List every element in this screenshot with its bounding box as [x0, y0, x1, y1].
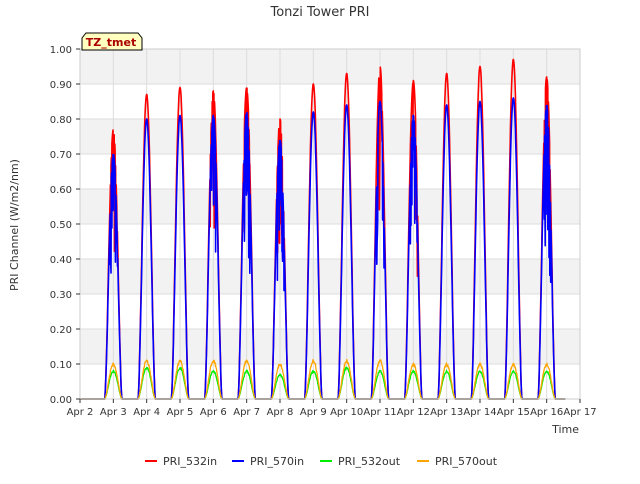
- y-tick-label: 0.00: [50, 395, 72, 406]
- background-band: [80, 49, 580, 84]
- annotation-tag-label: TZ_tmet: [86, 36, 136, 49]
- plot-background-bands: [80, 49, 580, 364]
- x-tick-label: Apr 14: [463, 407, 496, 418]
- x-tick-label: Apr 17: [563, 407, 596, 418]
- x-tick-label: Apr 12: [397, 407, 430, 418]
- legend: PRI_532in PRI_570in PRI_532out PRI_570out: [145, 455, 498, 468]
- y-tick-label: 0.10: [50, 360, 72, 371]
- y-tick-label: 0.70: [50, 150, 72, 161]
- background-band: [80, 189, 580, 224]
- legend-label: PRI_532out: [338, 455, 401, 468]
- x-tick-label: Apr 4: [133, 407, 160, 418]
- x-tick-label: Apr 3: [100, 407, 127, 418]
- legend-label: PRI_570in: [250, 455, 304, 468]
- chart-title: Tonzi Tower PRI: [270, 5, 370, 20]
- y-axis-ticks: 0.00 0.10 0.20 0.30 0.40 0.50 0.60 0.70 0.80 0.90…: [50, 45, 80, 406]
- background-band: [80, 329, 580, 364]
- background-band: [80, 259, 580, 294]
- x-axis-ticks: Apr 2 Apr 3 Apr 4 Apr 5 Apr 6 Apr 7 Apr 8 Apr 9…: [67, 399, 597, 418]
- x-axis-label: Time: [551, 423, 579, 436]
- x-tick-label: Apr 7: [233, 407, 260, 418]
- x-tick-label: Apr 11: [363, 407, 396, 418]
- x-tick-label: Apr 10: [330, 407, 363, 418]
- x-tick-label: Apr 5: [167, 407, 194, 418]
- y-tick-label: 0.60: [50, 185, 72, 196]
- x-tick-label: Apr 6: [200, 407, 227, 418]
- background-band: [80, 119, 580, 154]
- legend-label: PRI_570out: [435, 455, 498, 468]
- y-tick-label: 0.20: [50, 325, 72, 336]
- x-tick-label: Apr 9: [300, 407, 327, 418]
- y-tick-label: 0.50: [50, 220, 72, 231]
- annotation-tag: TZ_tmet: [81, 32, 143, 51]
- y-tick-label: 0.40: [50, 255, 72, 266]
- annotation-tag-box: [81, 32, 143, 51]
- x-tick-label: Apr 16: [530, 407, 563, 418]
- x-tick-label: Apr 13: [430, 407, 463, 418]
- x-tick-label: Apr 15: [497, 407, 530, 418]
- x-tick-label: Apr 2: [67, 407, 94, 418]
- y-tick-label: 0.90: [50, 80, 72, 91]
- y-tick-label: 0.30: [50, 290, 72, 301]
- y-axis-label: PRI Channel (W/m2/nm): [8, 159, 21, 291]
- legend-label: PRI_532in: [163, 455, 217, 468]
- y-tick-label: 0.80: [50, 115, 72, 126]
- x-tick-label: Apr 8: [267, 407, 294, 418]
- series-line-pri-532out: [80, 366, 566, 400]
- y-tick-label: 1.00: [50, 45, 72, 56]
